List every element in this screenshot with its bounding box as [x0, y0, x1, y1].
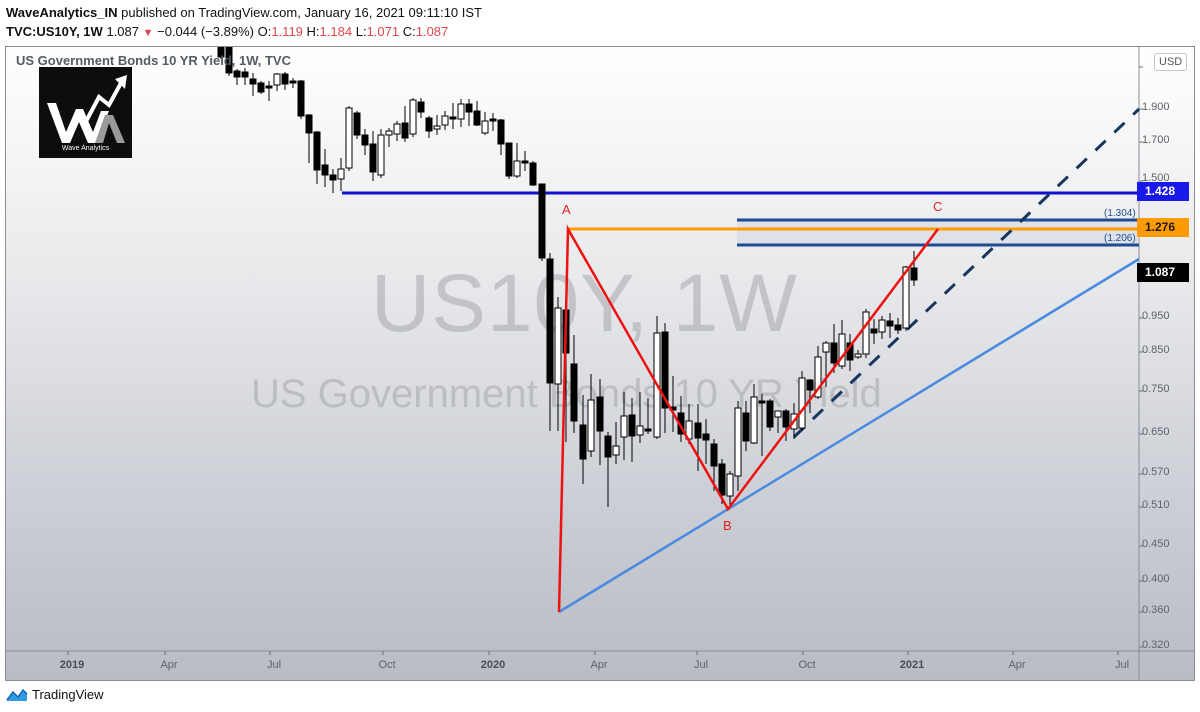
- down-triangle-icon: ▼: [142, 27, 154, 39]
- price-tick-0400: 0.400: [1142, 573, 1170, 585]
- time-tick-apr-2019: Apr: [160, 659, 178, 671]
- price-tick-0750: 0.750: [1142, 383, 1170, 395]
- time-tick-oct-2019: Oct: [378, 659, 396, 671]
- time-tick-apr-2020: Apr: [590, 659, 608, 671]
- symbol-label: TVC:US10Y, 1W: [6, 24, 103, 39]
- publish-line: WaveAnalytics_IN published on TradingVie…: [6, 3, 482, 22]
- price-tick-0450: 0.450: [1142, 538, 1170, 550]
- time-tick-jul-2021: Jul: [1114, 659, 1130, 671]
- price-tick-1500: 1.500: [1142, 172, 1170, 184]
- logo-caption: Wave Analytics: [61, 145, 110, 152]
- time-tick-2021: 2021: [899, 659, 925, 671]
- price-axis-ticks: [1139, 66, 1143, 648]
- time-axis-ticks: [67, 651, 1119, 655]
- chart-canvas[interactable]: [6, 47, 1195, 681]
- price-label-support: 1.428: [1137, 182, 1189, 201]
- price-tick-1700: 1.700: [1142, 134, 1170, 146]
- wave-label-c: C: [933, 199, 943, 214]
- wave-label-a: A: [562, 202, 571, 217]
- fib-upper-label: (1.304): [1104, 208, 1136, 219]
- open-label: O:: [257, 24, 272, 39]
- time-tick-2020: 2020: [480, 659, 506, 671]
- publish-header: WaveAnalytics_IN published on TradingVie…: [6, 3, 482, 43]
- currency-button[interactable]: USD: [1154, 53, 1188, 71]
- candles: [217, 47, 918, 507]
- low-label: L:: [355, 24, 367, 39]
- open-value: 1.119: [271, 24, 303, 39]
- price-tick-0850: 0.850: [1142, 344, 1170, 356]
- price-label-last: 1.087: [1137, 263, 1189, 282]
- close-label: C:: [402, 24, 416, 39]
- price-label-target: 1.276: [1137, 218, 1189, 237]
- wa-logo-icon: [47, 75, 127, 143]
- wave-analytics-logo: Wave Analytics: [39, 67, 132, 158]
- chart-legend-title[interactable]: US Government Bonds 10 YR Yield, 1W, TVC: [16, 53, 291, 68]
- price-tick-0950: 0.950: [1142, 310, 1170, 322]
- price-tick-0650: 0.650: [1142, 426, 1170, 438]
- time-tick-2019: 2019: [59, 659, 85, 671]
- time-tick-oct-2020: Oct: [798, 659, 816, 671]
- chart-pane[interactable]: US10Y, 1W US Government Bonds 10 YR Yiel…: [5, 46, 1195, 681]
- time-tick-jul-2020: Jul: [693, 659, 709, 671]
- fib-lower-label: (1.206): [1104, 233, 1136, 244]
- price-tick-1900: 1.900: [1142, 101, 1170, 113]
- price-tick-0510: 0.510: [1142, 499, 1170, 511]
- price-tick-0360: 0.360: [1142, 604, 1170, 616]
- symbol-watermark: US10Y, 1W: [371, 258, 798, 349]
- high-label: H:: [306, 24, 320, 39]
- high-value: 1.184: [319, 24, 353, 39]
- close-value: 1.087: [415, 24, 449, 39]
- time-tick-jul-2019: Jul: [266, 659, 282, 671]
- low-value: 1.071: [366, 24, 400, 39]
- author-name[interactable]: WaveAnalytics_IN: [6, 5, 118, 20]
- published-text: published on TradingView.com, January 16…: [117, 5, 482, 20]
- time-tick-apr-2021: Apr: [1008, 659, 1026, 671]
- price-change: −0.044 (−3.89%): [157, 24, 254, 39]
- wave-label-b: B: [723, 518, 732, 533]
- tradingview-brand: TradingView: [32, 687, 104, 702]
- price-tick-0320: 0.320: [1142, 639, 1170, 651]
- tradingview-logo-icon: [6, 688, 28, 701]
- price-tick-0570: 0.570: [1142, 466, 1170, 478]
- symbol-line: TVC:US10Y, 1W 1.087 ▼ −0.044 (−3.89%) O:…: [6, 22, 482, 43]
- last-price: 1.087: [106, 24, 139, 39]
- tradingview-footer[interactable]: TradingView: [6, 687, 104, 702]
